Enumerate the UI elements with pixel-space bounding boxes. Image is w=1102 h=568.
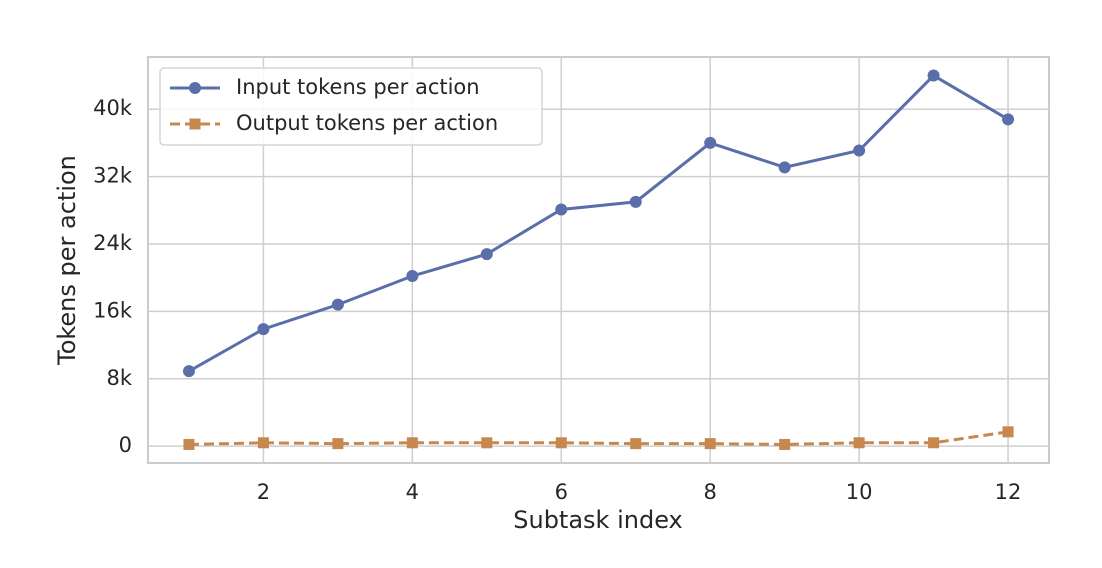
y-tick-label: 8k <box>106 366 132 390</box>
marker <box>406 437 418 449</box>
legend-label: Input tokens per action <box>236 75 480 99</box>
grid: 0 8k 16k 24k 32k 40k 2 4 6 8 10 12 <box>93 57 1049 504</box>
marker <box>555 437 567 449</box>
marker <box>1002 113 1015 126</box>
marker <box>778 161 791 174</box>
marker <box>182 365 195 378</box>
marker <box>853 437 865 449</box>
y-tick-label: 24k <box>93 231 133 255</box>
marker <box>189 118 201 130</box>
y-tick-label: 32k <box>93 164 133 188</box>
lines <box>182 69 1015 450</box>
marker <box>704 438 716 450</box>
x-tick-label: 2 <box>257 480 270 504</box>
x-tick-label: 6 <box>555 480 568 504</box>
series-line <box>188 73 1009 373</box>
marker <box>183 438 195 450</box>
marker <box>630 438 642 450</box>
x-tick-label: 8 <box>704 480 717 504</box>
marker <box>555 203 568 216</box>
legend-label: Output tokens per action <box>236 111 498 135</box>
marker <box>257 323 270 336</box>
marker <box>853 144 866 157</box>
legend-box <box>159 67 543 146</box>
x-tick-label: 12 <box>995 480 1022 504</box>
marker <box>481 437 493 449</box>
marker <box>629 195 642 208</box>
y-tick-label: 40k <box>93 96 133 120</box>
y-tick-label: 16k <box>93 298 133 322</box>
y-axis-label: Tokens per action <box>53 155 81 366</box>
marker <box>257 437 269 449</box>
x-tick-label: 10 <box>846 480 873 504</box>
y-tick-label: 0 <box>119 433 132 457</box>
legend: Input tokens per action Output tokens per… <box>159 67 543 146</box>
marker <box>332 438 344 450</box>
series-line <box>188 430 1009 446</box>
marker <box>1002 426 1014 438</box>
marker <box>928 437 940 449</box>
marker <box>406 270 419 283</box>
marker <box>927 69 940 82</box>
marker <box>779 438 791 450</box>
marker <box>480 248 493 261</box>
marker <box>704 136 717 149</box>
marker <box>189 82 201 94</box>
x-tick-label: 4 <box>406 480 419 504</box>
marker <box>331 298 344 311</box>
x-axis-label: Subtask index <box>513 506 683 534</box>
